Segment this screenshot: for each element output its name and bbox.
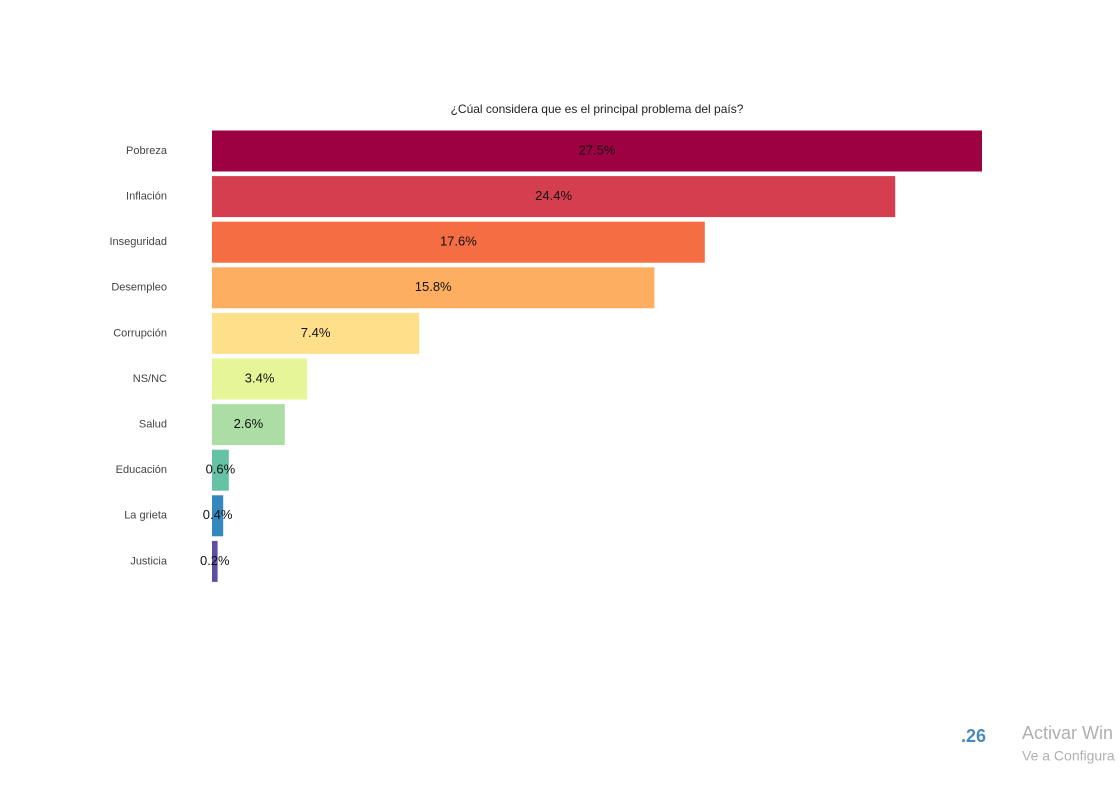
- chart-title: ¿Cúal considera que es el principal prob…: [451, 102, 744, 116]
- bar: [212, 449, 229, 491]
- bar: [212, 495, 224, 537]
- value-label: 3.4%: [245, 370, 275, 385]
- bar: [212, 221, 705, 263]
- value-label: 7.4%: [301, 325, 331, 340]
- watermark-title: Activar Win: [1022, 723, 1113, 743]
- watermark-subtitle: Ve a Configura: [1022, 748, 1115, 764]
- y-tick-label: Desempleo: [111, 282, 167, 294]
- value-label: 0.4%: [203, 507, 233, 522]
- y-tick-label: Salud: [139, 419, 167, 431]
- bar: [212, 130, 982, 172]
- bar: [212, 312, 420, 354]
- value-label: 27.5%: [579, 142, 616, 157]
- bar: [212, 540, 218, 582]
- value-label: 24.4%: [535, 188, 572, 203]
- y-tick-label: La grieta: [124, 510, 168, 522]
- bar: [212, 404, 285, 446]
- y-tick-label: NS/NC: [133, 373, 167, 385]
- value-label: 0.6%: [206, 462, 236, 477]
- bar: [212, 267, 655, 309]
- y-tick-label: Corrupción: [113, 327, 167, 339]
- bar: [212, 176, 896, 218]
- value-label: 2.6%: [234, 416, 264, 431]
- bar: [212, 358, 308, 400]
- page-number: .26: [961, 726, 986, 746]
- y-tick-label: Inflación: [126, 191, 167, 203]
- value-label: 0.2%: [200, 553, 230, 568]
- value-label: 15.8%: [415, 279, 452, 294]
- value-label: 17.6%: [440, 234, 477, 249]
- y-tick-label: Educación: [116, 464, 167, 476]
- y-tick-label: Pobreza: [126, 145, 168, 157]
- y-tick-label: Inseguridad: [110, 236, 168, 248]
- y-tick-label: Justicia: [130, 555, 168, 567]
